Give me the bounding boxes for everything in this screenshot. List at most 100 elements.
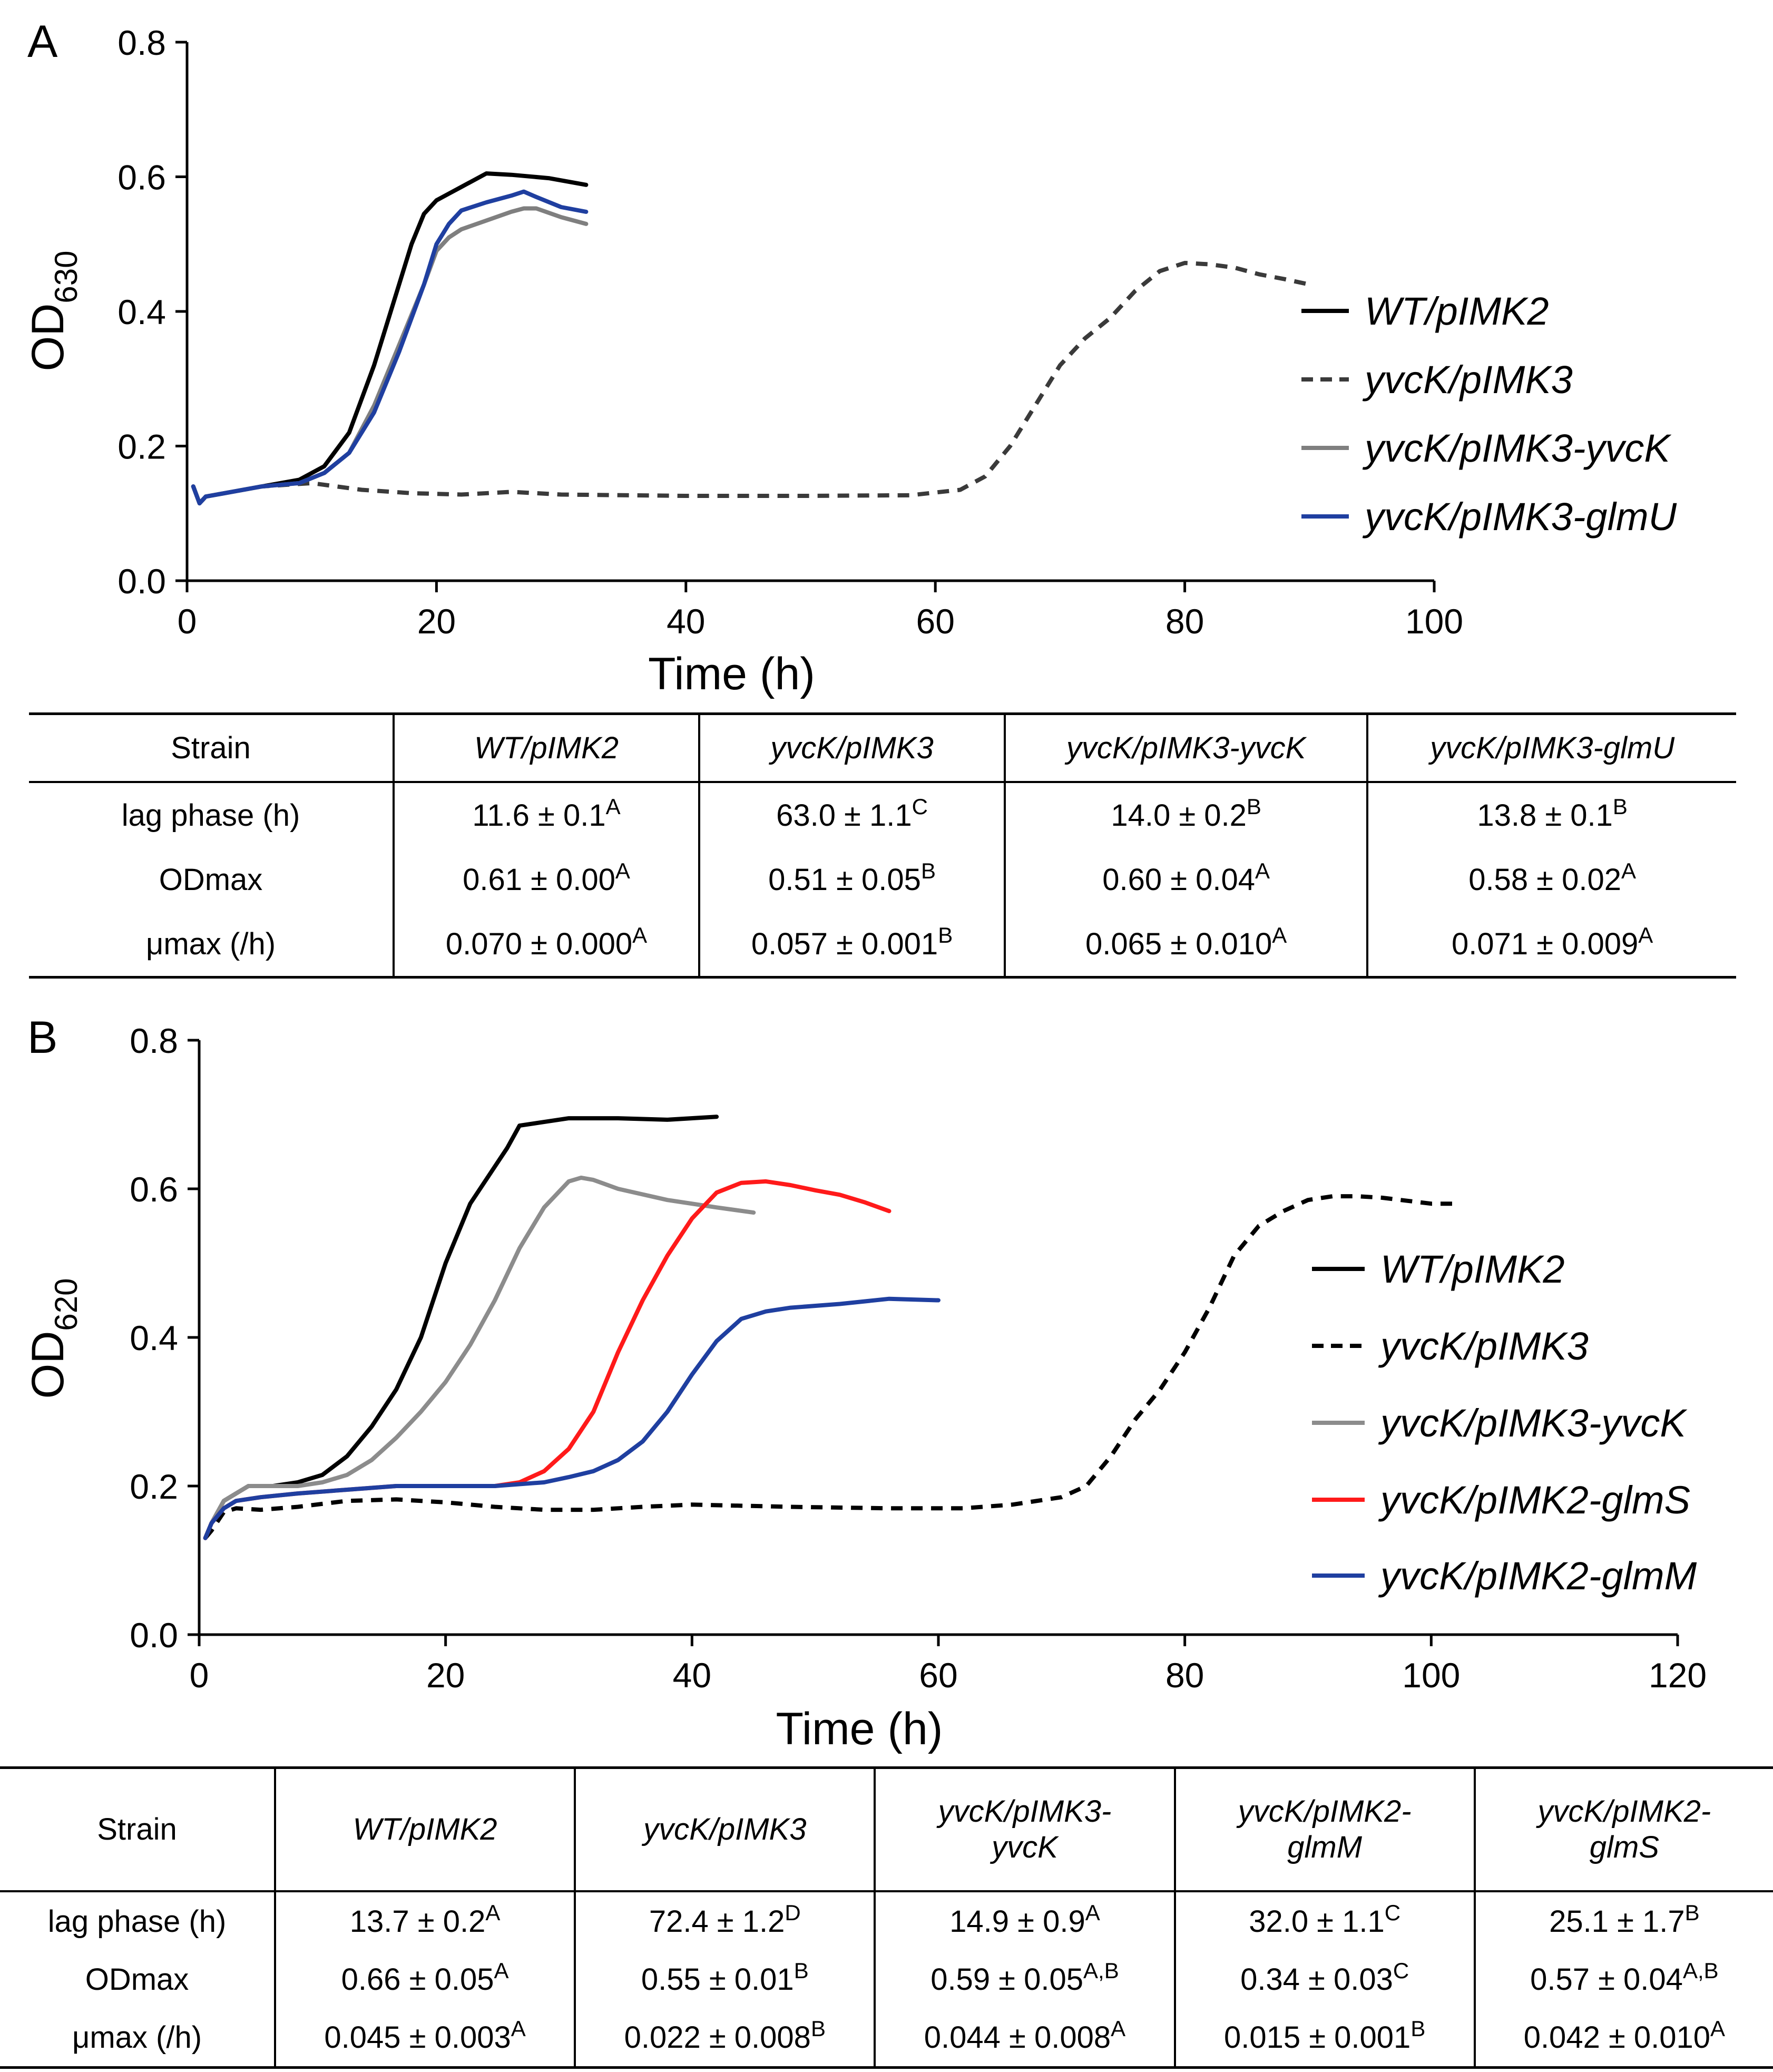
significance-letter: A [494,1958,509,1983]
table-cell: 14.0 ± 0.2B [1004,782,1368,847]
row-label: ODmax [159,862,263,897]
significance-letter: A [485,1900,501,1925]
table-cell: 14.9 ± 0.9A [874,1891,1175,1950]
x-axis-label: Time (h) [776,1704,943,1754]
table-cell: 25.1 ± 1.7B [1473,1891,1773,1950]
panel-label-b: B [27,1012,58,1063]
table-header-strain-name: yvcK/pIMK2- glmM [1173,1767,1475,1892]
table-row: ODmax 0.66 ± 0.05A 0.55 ± 0.01B 0.59 ± 0.05… [0,1950,1773,2008]
x-tick-label: 40 [673,1656,711,1695]
table-cell: 0.070 ± 0.000A [392,912,700,978]
panel-label-a: A [27,16,58,67]
table-cell: 0.042 ± 0.010A [1473,2008,1773,2068]
table-cell: 0.55 ± 0.01B [574,1950,875,2008]
table-cell: 63.0 ± 1.1C [698,782,1005,847]
row-label: μmax (/h) [72,2020,202,2055]
x-tick-label: 60 [916,602,954,641]
table-cell: 32.0 ± 1.1C [1173,1891,1475,1950]
x-tick-label: 120 [1649,1656,1707,1695]
x-tick-label: 40 [667,602,705,641]
significance-letter: C [1384,1900,1401,1925]
y-tick-label: 0.0 [117,562,166,601]
chart-b: 0.0 0.2 0.4 0.6 0.8 0 20 40 60 80 100 120 Time (h) OD… [23,1021,1707,1754]
row-label: lag phase (h) [47,1904,227,1939]
significance-letter: A [1638,922,1653,947]
significance-letter: A [1710,2016,1726,2041]
table-cell: 0.065 ± 0.010A [1004,912,1368,978]
significance-letter: B [1246,794,1261,819]
y-tick-label: 0.8 [130,1021,178,1060]
x-tick-label: 0 [190,1656,209,1695]
table-header-strain-name: yvcK/pIMK3-yvcK [874,1767,1175,1892]
significance-letter: D [785,1900,801,1925]
table-cell: 0.015 ± 0.001B [1173,2008,1475,2068]
chart-a: 0.0 0.2 0.4 0.6 0.8 0 20 40 60 80 100 Time (h) OD630… [23,23,1677,699]
significance-letter: A [1621,858,1637,883]
legend-label: yvcK/pIMK2-glmS [1378,1478,1690,1522]
significance-letter: A [615,858,630,883]
x-tick-label: 100 [1402,1656,1460,1695]
row-label: ODmax [85,1962,189,1997]
table-header-strain-name: yvcK/pIMK3-yvcK [1004,714,1368,783]
significance-letter: A [511,2016,526,2041]
table-cell: 0.022 ± 0.008B [574,2008,875,2068]
legend-label: yvcK/pIMK2-glmM [1378,1554,1697,1598]
series-line [191,189,589,506]
series-line [191,261,1310,506]
table-row: ODmax 0.61 ± 0.00A 0.51 ± 0.05B 0.60 ± 0.04… [29,847,1736,912]
significance-letter: C [1393,1958,1409,1983]
significance-letter: A [1255,858,1270,883]
legend-label: WT/pIMK2 [1365,289,1549,333]
table-cell: 0.045 ± 0.003A [273,2008,575,2068]
table-header-strain-name: yvcK/pIMK3-glmU [1366,714,1736,783]
y-tick-label: 0.4 [130,1318,178,1357]
series-line [191,206,589,506]
y-axis-label: OD620 [23,1278,84,1399]
table-cell: 0.57 ± 0.04A,B [1473,1950,1773,2008]
table-cell: 13.8 ± 0.1B [1366,782,1736,847]
table-header-strain: Strain [0,1767,275,1892]
table-row: μmax (/h) 0.070 ± 0.000A 0.057 ± 0.001B 0.0… [29,912,1736,978]
significance-letter: A [1085,1900,1100,1925]
legend-label: yvcK/pIMK3-yvcK [1362,426,1672,470]
significance-letter: B [794,1958,809,1983]
significance-letter: A [632,922,648,947]
table-cell: 0.044 ± 0.008A [874,2008,1175,2068]
y-axis-label: OD630 [23,250,84,371]
y-tick-label: 0.4 [117,292,166,331]
series-line [203,1115,719,1540]
x-tick-label: 0 [178,602,197,641]
significance-letter: B [938,922,953,947]
table-header-strain-name: WT/pIMK2 [392,714,700,783]
table-cell: 0.61 ± 0.00A [392,847,700,912]
x-tick-label: 80 [1165,1656,1204,1695]
significance-letter: B [920,858,936,883]
table-header-strain-name: WT/pIMK2 [273,1767,575,1892]
table-a: Strain WT/pIMK2 yvcK/pIMK3 yvcK/pIMK3-yvcK y… [29,712,1736,979]
significance-letter: B [1684,1900,1700,1925]
table-row: μmax (/h) 0.045 ± 0.003A 0.022 ± 0.008B 0.0… [0,2008,1773,2068]
table-row: lag phase (h) 11.6 ± 0.1A 63.0 ± 1.1C 14.0 … [29,782,1736,847]
x-axis-label: Time (h) [648,649,815,699]
series-line [203,1175,756,1540]
significance-letter: A,B [1682,1958,1719,1983]
series-line [203,1194,1456,1540]
table-b: Strain WT/pIMK2 yvcK/pIMK3 yvcK/pIMK3- yvcK y… [0,1766,1773,2069]
y-tick-label: 0.2 [117,427,166,466]
significance-letter: A [1111,2016,1126,2041]
significance-letter: B [1612,794,1628,819]
legend-label: yvcK/pIMK3 [1362,358,1573,402]
significance-letter: C [912,794,928,819]
table-cell: 11.6 ± 0.1A [392,782,700,847]
significance-letter: A [605,794,621,819]
significance-letter: B [810,2016,826,2041]
y-tick-label: 0.6 [130,1170,178,1209]
series-line [203,1296,941,1540]
x-tick-label: 80 [1165,602,1204,641]
significance-letter: B [1410,2016,1426,2041]
y-tick-label: 0.8 [117,23,166,62]
y-tick-label: 0.2 [130,1467,178,1506]
y-tick-label: 0.6 [117,158,166,197]
table-cell: 0.59 ± 0.05A,B [874,1950,1175,2008]
